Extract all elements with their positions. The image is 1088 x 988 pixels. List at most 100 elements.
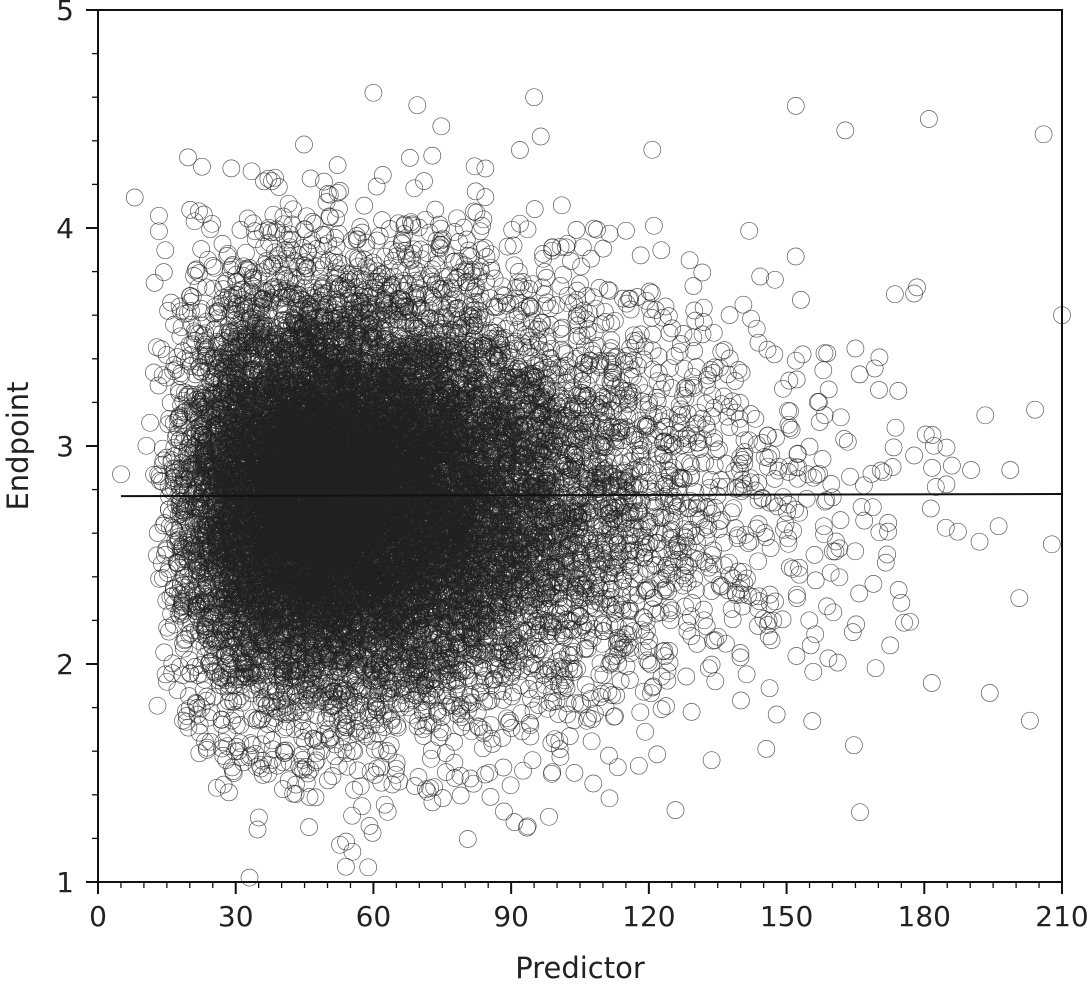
data-point <box>884 438 903 457</box>
data-point <box>976 406 995 425</box>
data-point <box>846 542 865 561</box>
data-point <box>672 400 691 419</box>
data-point <box>493 729 512 747</box>
data-point <box>476 188 495 206</box>
data-point <box>702 655 721 674</box>
data-point <box>355 725 374 744</box>
data-point <box>980 684 999 702</box>
data-point <box>584 774 603 793</box>
data-point <box>269 178 288 196</box>
data-point <box>405 179 424 198</box>
data-point <box>937 475 956 494</box>
data-point <box>677 667 696 686</box>
data-point <box>231 687 250 706</box>
data-point <box>830 539 849 558</box>
data-point <box>328 156 347 174</box>
data-points <box>112 83 1071 887</box>
data-point <box>788 585 806 604</box>
data-point <box>600 789 619 808</box>
data-point <box>815 525 833 544</box>
data-point <box>655 642 674 660</box>
data-point <box>640 632 658 650</box>
data-point <box>1042 535 1061 554</box>
data-point <box>219 244 237 263</box>
data-point <box>600 282 619 300</box>
data-point <box>696 453 715 472</box>
data-point <box>423 260 442 279</box>
data-point <box>373 166 392 184</box>
data-point <box>863 498 882 517</box>
data-point <box>790 558 808 577</box>
data-point <box>405 777 424 795</box>
data-point <box>779 401 797 420</box>
data-point <box>751 267 770 286</box>
data-point <box>586 299 605 318</box>
data-point <box>787 370 806 389</box>
data-point <box>433 708 451 726</box>
data-point <box>432 236 450 254</box>
data-point <box>582 732 601 751</box>
data-point <box>709 627 727 646</box>
data-point <box>481 245 500 264</box>
data-point <box>1010 589 1029 608</box>
data-point <box>278 703 297 722</box>
data-point <box>889 581 908 599</box>
data-point <box>729 361 748 379</box>
data-point <box>783 559 802 578</box>
data-point <box>452 718 471 736</box>
data-point <box>154 263 173 281</box>
data-point <box>409 768 428 786</box>
data-point <box>430 728 449 747</box>
data-point <box>687 358 706 376</box>
data-point <box>503 220 522 239</box>
data-point <box>786 351 805 370</box>
data-point <box>265 254 283 273</box>
data-point <box>297 758 315 776</box>
data-point <box>962 461 980 479</box>
data-point <box>767 705 786 724</box>
data-point <box>828 653 847 672</box>
data-point <box>818 597 836 616</box>
data-point <box>473 739 492 758</box>
data-point <box>594 666 613 685</box>
data-point <box>174 639 193 658</box>
data-point <box>648 745 667 764</box>
data-point <box>901 612 919 631</box>
data-point <box>240 258 258 277</box>
data-point <box>250 808 268 827</box>
data-point <box>461 769 480 788</box>
data-point <box>855 476 873 495</box>
data-point <box>926 478 945 496</box>
data-point <box>989 517 1008 536</box>
data-point <box>674 325 693 343</box>
data-point <box>203 214 221 233</box>
data-point <box>433 789 452 807</box>
data-point <box>643 140 662 159</box>
data-point <box>343 806 361 825</box>
data-point <box>595 302 614 321</box>
data-point <box>315 172 333 191</box>
data-point <box>687 495 706 514</box>
data-point <box>148 524 167 542</box>
data-point <box>846 339 865 358</box>
data-point <box>660 324 679 342</box>
data-point <box>760 679 779 698</box>
data-point <box>226 706 245 724</box>
data-point <box>600 224 619 243</box>
data-point <box>383 775 402 794</box>
data-point <box>605 707 623 726</box>
data-point <box>862 465 881 483</box>
data-point <box>545 730 564 749</box>
data-point <box>408 96 427 115</box>
data-point <box>351 777 370 796</box>
data-point <box>310 269 329 288</box>
data-point <box>864 575 883 593</box>
data-point <box>572 257 590 276</box>
data-point <box>550 732 569 751</box>
data-point <box>540 807 558 826</box>
data-point <box>761 539 780 557</box>
data-point <box>806 571 825 590</box>
data-point <box>923 459 941 477</box>
data-point <box>401 149 419 167</box>
